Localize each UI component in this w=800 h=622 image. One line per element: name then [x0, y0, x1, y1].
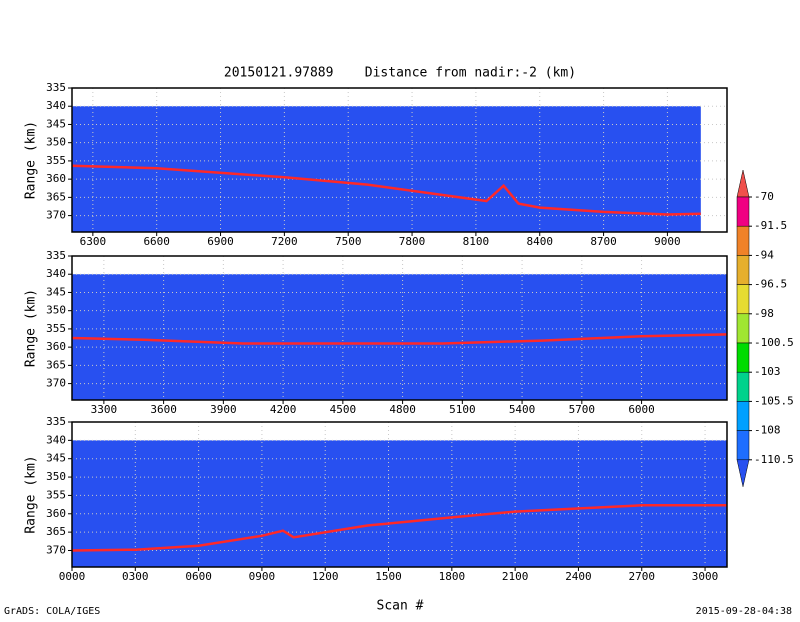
colorbar-label: -110.5: [754, 453, 794, 466]
y-axis-label: Range (km): [24, 289, 39, 367]
colorbar-segment: [736, 255, 750, 285]
y-tick-label: 365: [46, 190, 66, 203]
plot-frame: [71, 255, 728, 401]
y-tick-label: 340: [46, 267, 66, 280]
colorbar-label: -100.5: [754, 336, 794, 349]
colorbar-segment: [736, 225, 750, 256]
surface-line: [71, 504, 727, 552]
y-axis-label: Range (km): [24, 455, 39, 533]
colorbar-tip: [736, 459, 750, 487]
y-tick-label: 335: [46, 81, 66, 94]
colorbar-label: -105.5: [754, 394, 794, 407]
colorbar-segment: [736, 313, 750, 344]
x-tick-label: 8100: [463, 235, 490, 248]
y-tick-label: 335: [46, 249, 66, 262]
y-tick-label: 355: [46, 154, 66, 167]
x-tick-label: 6600: [143, 235, 170, 248]
colorbar-segment: [736, 371, 750, 402]
footer-left: GrADS: COLA/IGES: [4, 606, 100, 617]
surface-line: [71, 333, 728, 345]
x-tick-label: 2400: [565, 570, 592, 583]
y-tick-label: 340: [46, 99, 66, 112]
x-tick-label: 3300: [91, 403, 118, 416]
colorbar-segment: [736, 401, 750, 431]
surface-line: [71, 164, 701, 216]
colorbar-label: -103: [754, 365, 781, 378]
colorbar-label: -94: [754, 248, 774, 261]
y-tick-label: 340: [46, 433, 66, 446]
footer-right: 2015-09-28-04:38: [696, 606, 792, 617]
y-tick-label: 360: [46, 340, 66, 353]
x-tick-label: 5700: [569, 403, 596, 416]
x-tick-label: 8400: [526, 235, 553, 248]
x-tick-label: 3600: [150, 403, 177, 416]
y-tick-label: 355: [46, 322, 66, 335]
y-tick-label: 370: [46, 543, 66, 556]
x-tick-label: 2700: [628, 570, 655, 583]
y-tick-label: 370: [46, 209, 66, 222]
x-tick-label: 1500: [375, 570, 402, 583]
y-tick-label: 365: [46, 525, 66, 538]
x-tick-label: 0000: [59, 570, 86, 583]
y-tick-label: 350: [46, 470, 66, 483]
x-tick-label: 3900: [210, 403, 237, 416]
x-tick-label: 0900: [249, 570, 276, 583]
y-tick-label: 365: [46, 358, 66, 371]
x-tick-label: 7200: [271, 235, 298, 248]
x-tick-label: 5100: [449, 403, 476, 416]
colorbar-label: -96.5: [754, 278, 787, 291]
x-tick-label: 7500: [335, 235, 362, 248]
y-tick-label: 345: [46, 452, 66, 465]
y-tick-label: 335: [46, 415, 66, 428]
x-tick-label: 4500: [330, 403, 357, 416]
y-tick-label: 350: [46, 136, 66, 149]
y-tick-label: 370: [46, 377, 66, 390]
colorbar-segment: [736, 342, 750, 373]
x-tick-label: 9000: [654, 235, 681, 248]
colorbar-segment: [736, 284, 750, 315]
x-tick-label: 6900: [207, 235, 234, 248]
x-tick-label: 6000: [628, 403, 655, 416]
x-tick-label: 4200: [270, 403, 297, 416]
y-tick-label: 360: [46, 172, 66, 185]
chart-title: 20150121.97889 Distance from nadir:-2 (k…: [224, 66, 576, 81]
x-tick-label: 3000: [692, 570, 719, 583]
x-tick-label: 0600: [185, 570, 212, 583]
y-tick-label: 345: [46, 117, 66, 130]
plot-frame: [71, 421, 728, 568]
y-tick-label: 360: [46, 507, 66, 520]
x-axis-label: Scan #: [377, 599, 424, 614]
y-tick-label: 350: [46, 304, 66, 317]
x-tick-label: 1800: [439, 570, 466, 583]
x-tick-label: 4800: [389, 403, 416, 416]
y-axis-label: Range (km): [24, 121, 39, 199]
x-tick-label: 0300: [122, 570, 149, 583]
plot-frame: [71, 87, 728, 233]
x-tick-label: 1200: [312, 570, 339, 583]
x-tick-label: 5400: [509, 403, 536, 416]
colorbar-segment: [736, 196, 750, 227]
colorbar-label: -91.5: [754, 219, 787, 232]
x-tick-label: 7800: [399, 235, 426, 248]
x-tick-label: 6300: [80, 235, 107, 248]
y-tick-label: 345: [46, 285, 66, 298]
colorbar-label: -98: [754, 307, 774, 320]
x-tick-label: 8700: [590, 235, 617, 248]
colorbar-segment: [736, 430, 750, 461]
y-tick-label: 355: [46, 488, 66, 501]
colorbar-label: -108: [754, 424, 781, 437]
x-tick-label: 2100: [502, 570, 529, 583]
colorbar-label: -70: [754, 190, 774, 203]
